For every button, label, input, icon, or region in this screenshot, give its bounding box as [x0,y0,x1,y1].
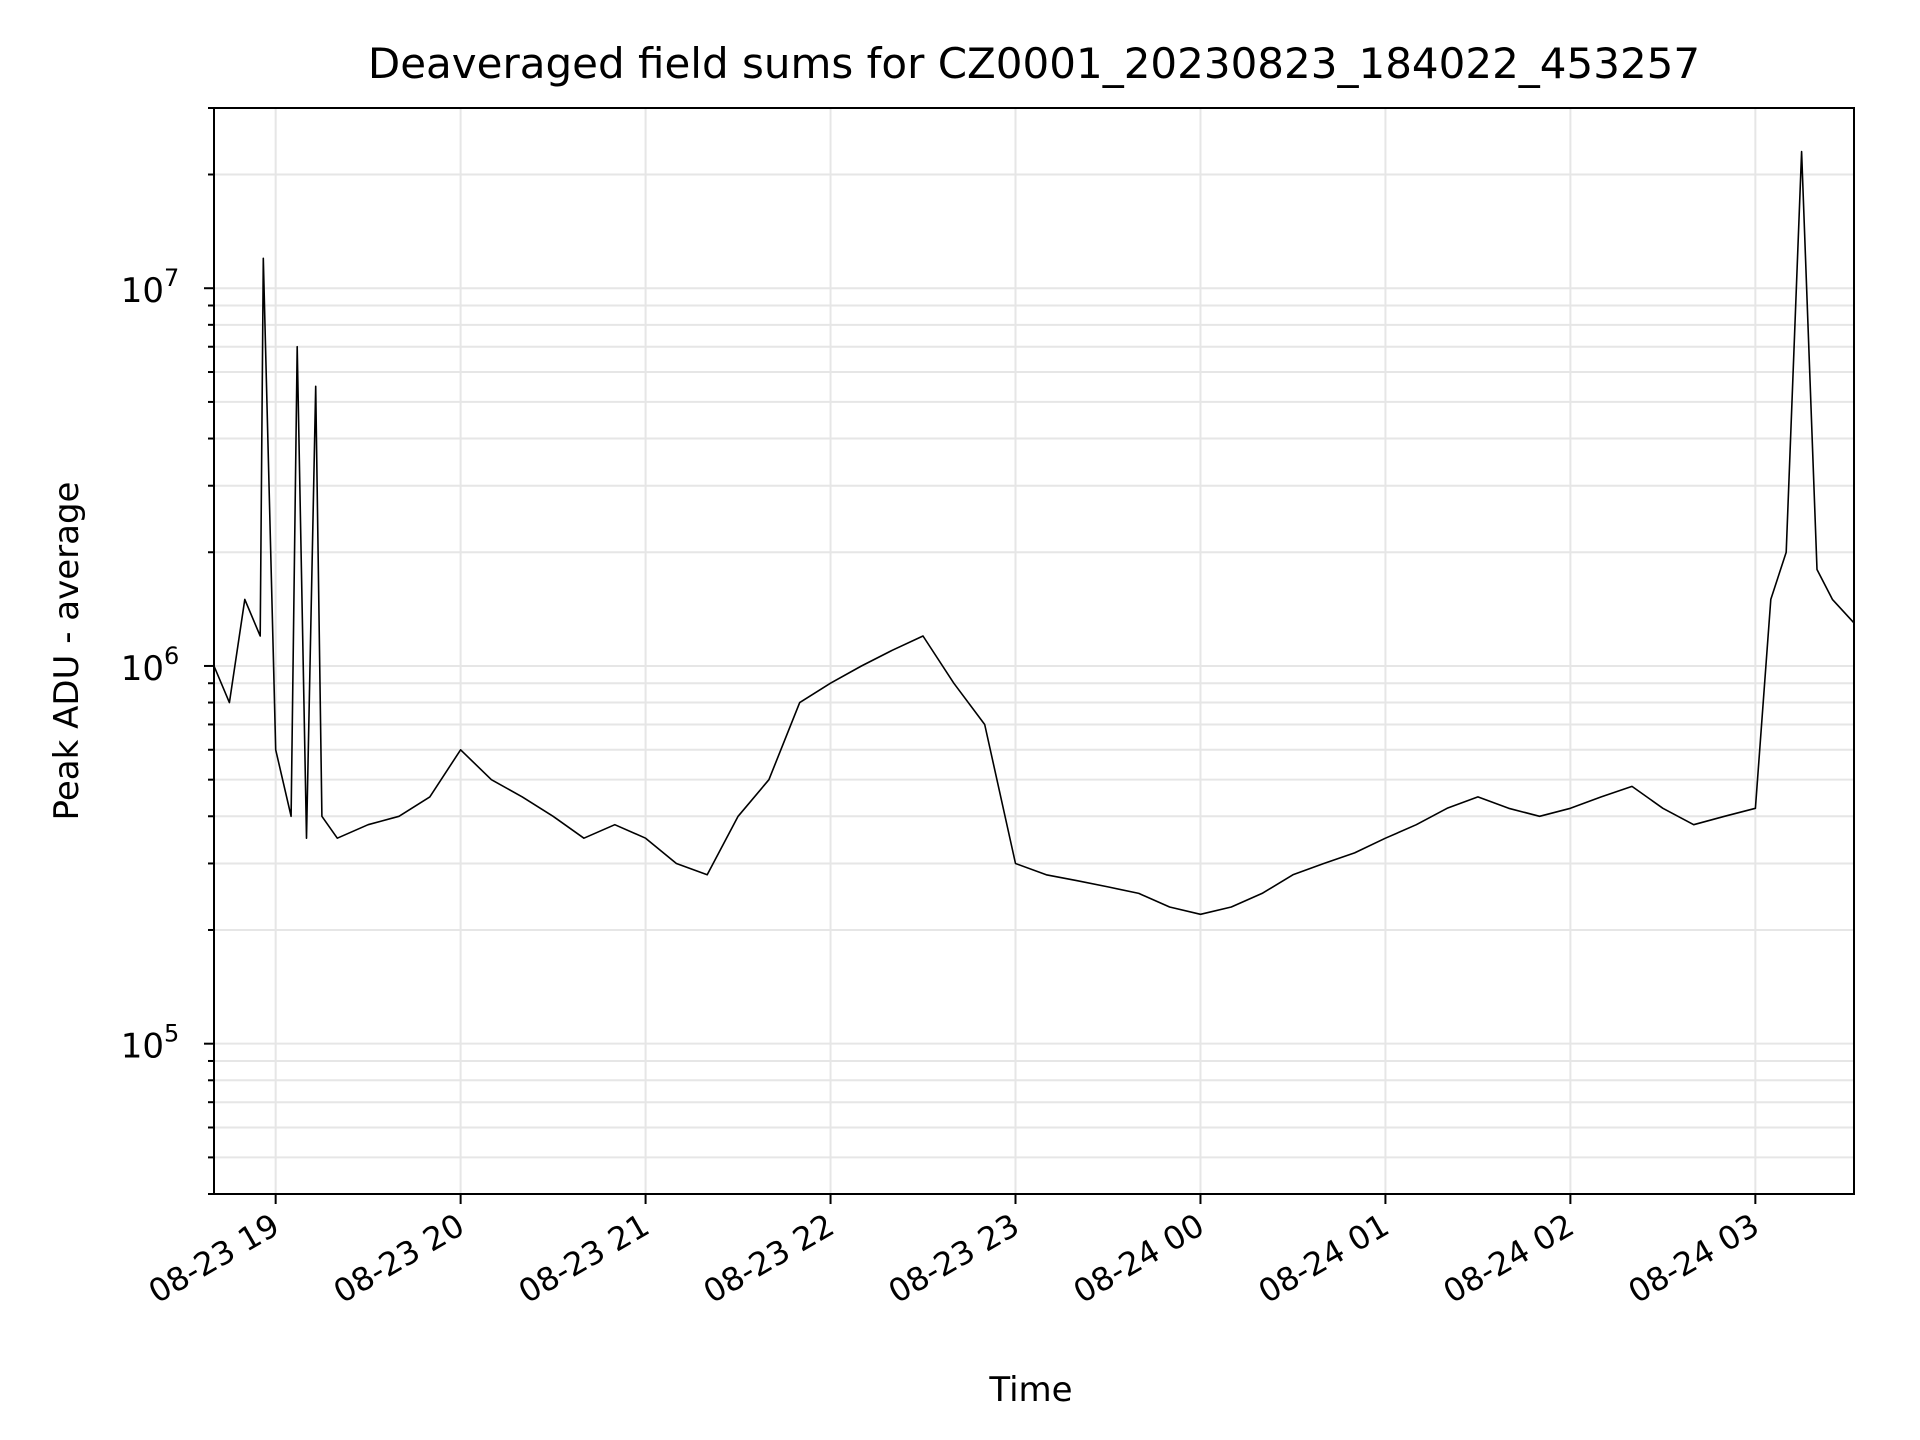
y-tick-label: 105 [121,1020,180,1067]
y-tick-label: 107 [121,264,180,311]
series-line [213,150,1855,916]
y-tick-exponent: 7 [164,264,179,292]
y-tick-exponent: 6 [164,642,179,670]
y-tick-base: 10 [121,271,164,311]
y-tick-exponent: 5 [164,1020,179,1048]
grid [214,107,1854,1195]
chart-title: Deaveraged field sums for CZ0001_2023082… [368,39,1700,88]
series-layer [213,150,1855,916]
y-tick-base: 10 [121,1027,164,1067]
y-axis-label: Peak ADU - average [47,482,87,821]
plot-frame [213,107,1855,1195]
y-tick-base: 10 [121,649,164,689]
x-axis-label: Time [988,1370,1072,1410]
y-tick-label: 106 [121,642,180,689]
